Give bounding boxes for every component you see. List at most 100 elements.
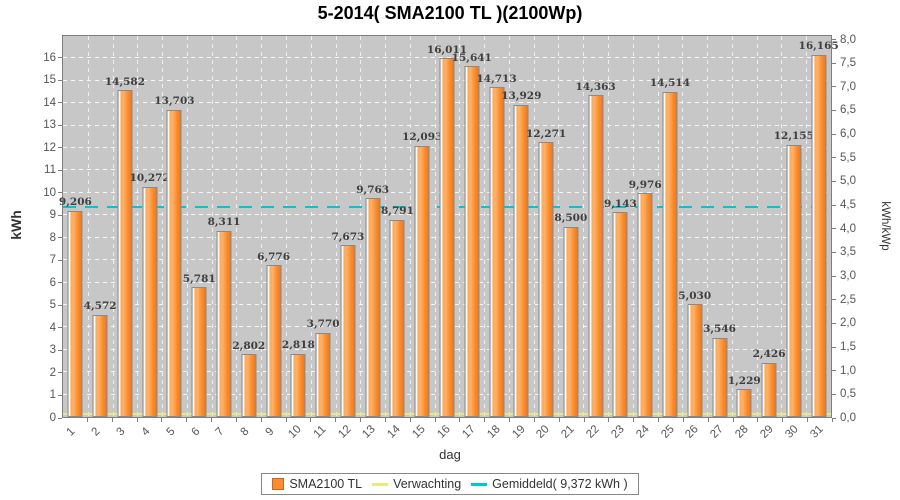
x-tick-label-day-28: 28 bbox=[733, 423, 751, 441]
y-left-tick bbox=[58, 327, 62, 329]
x-tick bbox=[459, 418, 461, 422]
bar-value-label: 15,641 bbox=[451, 51, 492, 64]
x-tick bbox=[757, 418, 759, 422]
y-left-tick-label: 0 bbox=[49, 412, 56, 424]
gridline-v bbox=[459, 36, 461, 417]
x-tick-label-day-3: 3 bbox=[114, 425, 128, 439]
bar-day-2 bbox=[92, 314, 108, 417]
x-tick bbox=[335, 418, 337, 422]
bar-day-27 bbox=[712, 337, 728, 417]
bar-day-14 bbox=[389, 219, 405, 417]
x-tick-label-day-7: 7 bbox=[213, 425, 227, 439]
bar-day-26 bbox=[687, 304, 703, 417]
x-tick-label-day-15: 15 bbox=[410, 423, 428, 441]
x-tick bbox=[285, 418, 287, 422]
bar-value-label: 3,770 bbox=[306, 318, 340, 331]
x-tick-label-day-10: 10 bbox=[286, 423, 304, 441]
y-left-tick-label: 5 bbox=[49, 299, 56, 312]
y-right-tick-label: 1,5 bbox=[840, 341, 856, 354]
y-axis-left-title: kWh bbox=[8, 210, 24, 240]
gridline-v bbox=[632, 36, 634, 417]
y-left-tick-label: 11 bbox=[44, 164, 56, 177]
gridline-v bbox=[87, 36, 89, 417]
legend-swatch bbox=[272, 478, 285, 490]
y-right-tick-label: 6,5 bbox=[840, 104, 856, 117]
bar-day-28 bbox=[736, 389, 752, 417]
gridline-v bbox=[583, 36, 585, 417]
x-tick bbox=[583, 418, 585, 422]
y-right-tick-label: 4,0 bbox=[840, 222, 856, 235]
y-right-tick-label: 4,5 bbox=[840, 199, 856, 212]
x-tick bbox=[658, 418, 660, 422]
y-right-tick bbox=[832, 393, 836, 395]
y-left-tick-label: 7 bbox=[49, 254, 56, 267]
y-right-tick bbox=[832, 370, 836, 372]
bar-day-25 bbox=[662, 91, 678, 417]
gridline-v bbox=[186, 36, 188, 417]
bar-day-17 bbox=[464, 66, 480, 417]
x-tick bbox=[732, 418, 734, 422]
bar-value-label: 7,673 bbox=[331, 230, 365, 243]
bar-value-label: 14,713 bbox=[476, 72, 517, 85]
bar-day-22 bbox=[588, 95, 604, 417]
gridline-v bbox=[434, 36, 436, 417]
y-left-tick bbox=[58, 394, 62, 396]
legend-swatch bbox=[471, 482, 488, 486]
bar-day-6 bbox=[191, 287, 207, 417]
gridline-v bbox=[682, 36, 684, 417]
y-right-tick bbox=[832, 109, 836, 111]
legend-label: SMA2100 TL bbox=[289, 477, 363, 491]
gridline-v bbox=[756, 36, 758, 417]
x-tick bbox=[782, 418, 784, 422]
y-right-tick-label: 0,5 bbox=[840, 388, 856, 401]
y-right-tick-label: 7,0 bbox=[840, 80, 856, 93]
x-tick-label-day-12: 12 bbox=[335, 423, 354, 441]
y-right-tick-label: 2,0 bbox=[840, 317, 856, 330]
y-left-tick-label: 8 bbox=[49, 231, 56, 244]
x-tick bbox=[111, 418, 113, 422]
x-axis-title: dag bbox=[439, 447, 461, 462]
bar-value-label: 8,311 bbox=[207, 216, 241, 229]
bar-day-19 bbox=[513, 104, 529, 417]
legend-item-sma2100-tl: SMA2100 TL bbox=[272, 477, 362, 491]
x-tick bbox=[409, 418, 411, 422]
y-left-tick-label: 2 bbox=[49, 366, 56, 379]
bar-day-5 bbox=[166, 109, 182, 417]
gridline-v bbox=[211, 36, 213, 417]
x-tick-label-day-17: 17 bbox=[460, 423, 478, 441]
x-tick bbox=[136, 418, 138, 422]
y-right-tick bbox=[832, 62, 836, 64]
legend-label: Gemiddeld( 9,372 kWh ) bbox=[492, 477, 628, 491]
x-tick bbox=[384, 418, 386, 422]
y-left-tick bbox=[58, 259, 62, 261]
gridline-v bbox=[781, 36, 783, 417]
bar-day-13 bbox=[365, 198, 381, 417]
y-right-tick-label: 3,0 bbox=[840, 270, 856, 283]
x-tick-label-day-22: 22 bbox=[584, 423, 602, 441]
bar-value-label: 2,802 bbox=[232, 339, 266, 352]
gridline-v bbox=[731, 36, 733, 417]
y-left-tick-label: 9 bbox=[49, 209, 56, 222]
gridline-v bbox=[261, 36, 263, 417]
gridline-h bbox=[63, 57, 831, 59]
bar-value-label: 2,818 bbox=[281, 339, 315, 352]
legend-item-verwachting: Verwachting bbox=[372, 477, 461, 491]
legend-swatch bbox=[372, 482, 389, 486]
x-tick bbox=[807, 418, 809, 422]
y-right-tick-label: 8,0 bbox=[840, 33, 856, 46]
chart-title: 5-2014( SMA2100 TL )(2100Wp) bbox=[317, 3, 583, 23]
x-tick-label-day-31: 31 bbox=[807, 423, 826, 441]
x-tick bbox=[533, 418, 535, 422]
gridline-v bbox=[608, 36, 610, 417]
x-tick bbox=[360, 418, 362, 422]
y-left-tick bbox=[58, 79, 62, 81]
bar-value-label: 9,206 bbox=[58, 196, 92, 209]
x-tick-label-day-2: 2 bbox=[89, 425, 103, 439]
bar-value-label: 4,572 bbox=[83, 300, 117, 313]
x-tick bbox=[832, 418, 833, 422]
bar-value-label: 12,155 bbox=[773, 130, 814, 143]
x-tick bbox=[86, 418, 88, 422]
bar-day-11 bbox=[315, 332, 331, 417]
x-tick-label-day-27: 27 bbox=[708, 423, 726, 441]
x-tick-label-day-9: 9 bbox=[263, 425, 277, 439]
